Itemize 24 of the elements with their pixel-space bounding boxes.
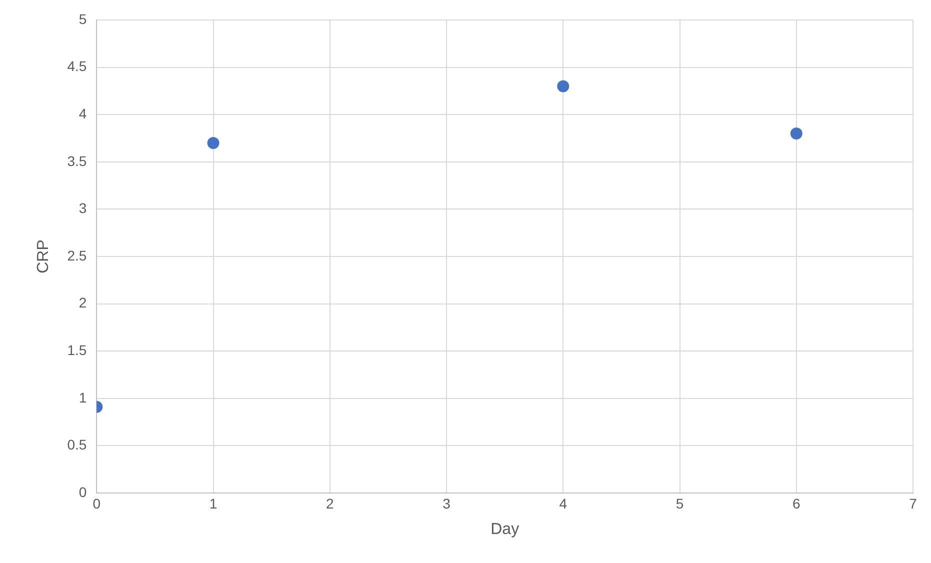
point: [790, 128, 802, 140]
x-tick-label: 5: [676, 495, 684, 512]
y-tick-label: 5: [78, 10, 87, 27]
x-tick-label: 1: [209, 495, 218, 512]
y-tick-label: 1.5: [67, 342, 87, 358]
y-tick-label: 0.5: [67, 436, 87, 453]
y-tick-label: 4: [78, 105, 87, 122]
x-axis-title: Day: [490, 520, 520, 538]
x-tick-label: 4: [559, 495, 568, 512]
point: [557, 80, 570, 92]
y-tick-label: 3: [78, 200, 87, 216]
y-tick-label: 4.5: [67, 58, 87, 74]
x-tick-label: 2: [326, 495, 334, 512]
y-axis-title: CRP: [35, 240, 52, 274]
x-tick-label: 0: [92, 495, 101, 512]
point: [207, 136, 220, 149]
y-tick-label: 2: [78, 294, 87, 311]
y-tick-label: 3.5: [67, 152, 87, 169]
x-tick-label: 3: [442, 495, 451, 512]
y-tick-label: 0: [78, 484, 87, 500]
y-tick-label: 1: [78, 389, 87, 406]
x-tick-label: 7: [909, 495, 918, 512]
y-tick-label: 2.5: [67, 247, 87, 264]
x-tick-label: 6: [792, 495, 800, 512]
